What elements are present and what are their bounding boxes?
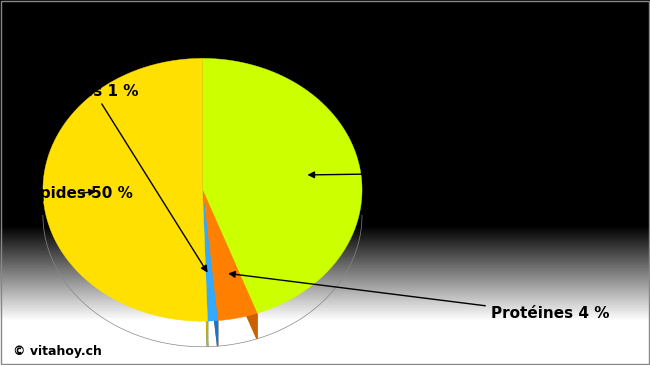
Text: Lipides 50 %: Lipides 50 %	[25, 186, 133, 201]
Polygon shape	[203, 58, 362, 313]
Polygon shape	[203, 190, 257, 320]
Polygon shape	[203, 190, 218, 321]
Polygon shape	[203, 190, 257, 339]
Polygon shape	[203, 190, 218, 346]
Text: Protéines 4 %: Protéines 4 %	[229, 272, 609, 322]
Text: Fibres 1 %: Fibres 1 %	[49, 84, 207, 271]
Polygon shape	[203, 190, 218, 346]
Polygon shape	[203, 190, 207, 347]
Polygon shape	[203, 190, 207, 347]
Text: Glucides 44 %: Glucides 44 %	[309, 164, 610, 179]
Polygon shape	[203, 190, 257, 339]
Text: Distribution de calories: Créa d'Or Florentin (Migros): Distribution de calories: Créa d'Or Flor…	[6, 11, 541, 30]
Text: © vitahoy.ch: © vitahoy.ch	[13, 345, 102, 358]
Polygon shape	[43, 58, 207, 321]
